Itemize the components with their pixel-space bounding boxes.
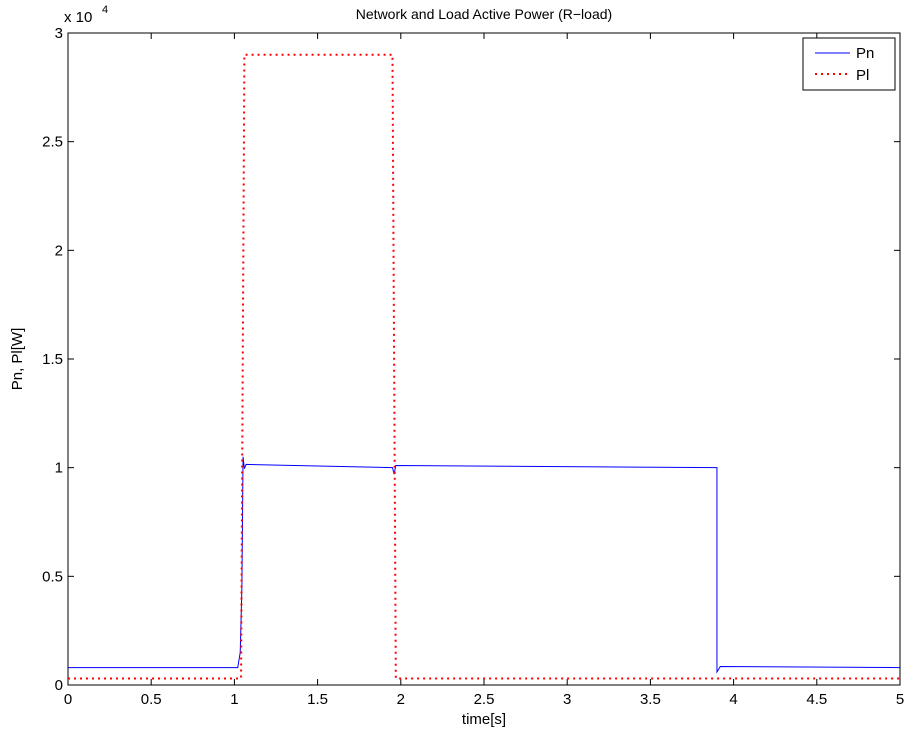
axis-ticks (67, 32, 901, 686)
x-tick-label: 1 (230, 691, 238, 708)
series-layer (68, 53, 901, 680)
legend: Pn Pl (802, 37, 896, 91)
x-tick-label: 0.5 (141, 691, 162, 708)
x-tick-label: 4.5 (806, 691, 827, 708)
y-tick-labels: 0 0.5 1 1.5 2 2.5 3 (42, 25, 63, 694)
x-tick-label: 4 (729, 691, 737, 708)
x-axis-label: time[s] (462, 711, 506, 728)
y-multiplier-label: x 10 (64, 9, 92, 26)
y-tick-label: 1 (55, 460, 63, 477)
x-tick-label: 2.5 (474, 691, 495, 708)
y-multiplier-exponent: 4 (102, 4, 108, 16)
x-tick-label: 1.5 (307, 691, 328, 708)
plot-area (67, 32, 901, 686)
x-tick-label: 3 (563, 691, 571, 708)
chart-title: Network and Load Active Power (R−load) (356, 6, 612, 22)
y-tick-label: 2.5 (42, 134, 63, 151)
x-tick-label: 3.5 (640, 691, 661, 708)
x-tick-label: 0 (64, 691, 72, 708)
y-tick-label: 3 (55, 25, 63, 42)
y-axis-label: Pn, Pl[W] (9, 328, 26, 391)
legend-box (802, 37, 896, 91)
legend-label-pl: Pl (856, 67, 869, 84)
y-tick-label: 0 (55, 677, 63, 694)
x-tick-label: 5 (896, 691, 904, 708)
y-tick-label: 2 (55, 242, 63, 259)
legend-label-pn: Pn (856, 45, 874, 62)
x-tick-label: 2 (397, 691, 405, 708)
y-tick-label: 0.5 (42, 568, 63, 585)
y-tick-label: 1.5 (42, 351, 63, 368)
x-tick-labels: 0 0.5 1 1.5 2 2.5 3 3.5 4 4.5 5 (64, 691, 904, 708)
series-line-pl (68, 53, 900, 680)
